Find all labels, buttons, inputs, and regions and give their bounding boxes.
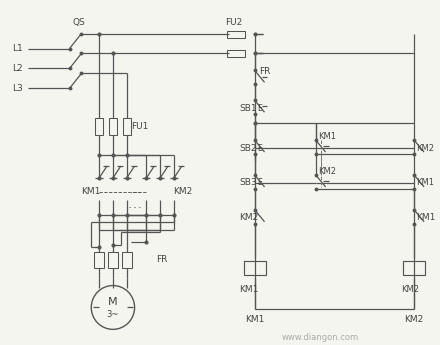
Text: FR: FR [260,67,271,76]
Text: E: E [258,178,262,187]
Text: L3: L3 [12,84,23,93]
Text: FU2: FU2 [225,18,242,27]
Text: KM1: KM1 [239,285,258,294]
Text: SB3: SB3 [239,178,257,187]
Bar [227,31,245,38]
Text: KM2: KM2 [239,213,258,222]
Text: E: E [258,104,262,113]
Text: M: M [108,297,118,307]
Bar [109,118,117,135]
Text: KM2: KM2 [404,315,424,324]
Text: KM1: KM1 [416,178,434,187]
Bar [94,252,104,268]
Bar [227,50,245,58]
Bar [123,118,131,135]
Text: QS: QS [73,18,85,27]
Text: www.diangon.com: www.diangon.com [281,333,359,342]
Text: L1: L1 [12,44,23,53]
Text: KM1: KM1 [81,187,101,196]
Bar [108,252,118,268]
Bar [244,260,265,275]
Text: KM1: KM1 [245,315,264,324]
Bar [403,260,425,275]
Text: KM2: KM2 [401,285,419,294]
Text: SB2: SB2 [239,144,257,152]
Text: KM1: KM1 [416,213,436,222]
Text: - - -: - - - [128,204,141,210]
Bar [95,118,103,135]
Bar [122,252,132,268]
Text: L2: L2 [12,64,23,73]
Text: KM2: KM2 [318,167,336,176]
Text: KM2: KM2 [173,187,192,196]
Text: KM1: KM1 [318,132,336,141]
Text: SB1: SB1 [239,104,257,113]
Text: FU1: FU1 [131,122,148,131]
Text: E: E [258,144,262,152]
Text: 3~: 3~ [107,310,119,319]
Text: FR: FR [156,255,168,264]
Text: KM2: KM2 [416,144,434,152]
